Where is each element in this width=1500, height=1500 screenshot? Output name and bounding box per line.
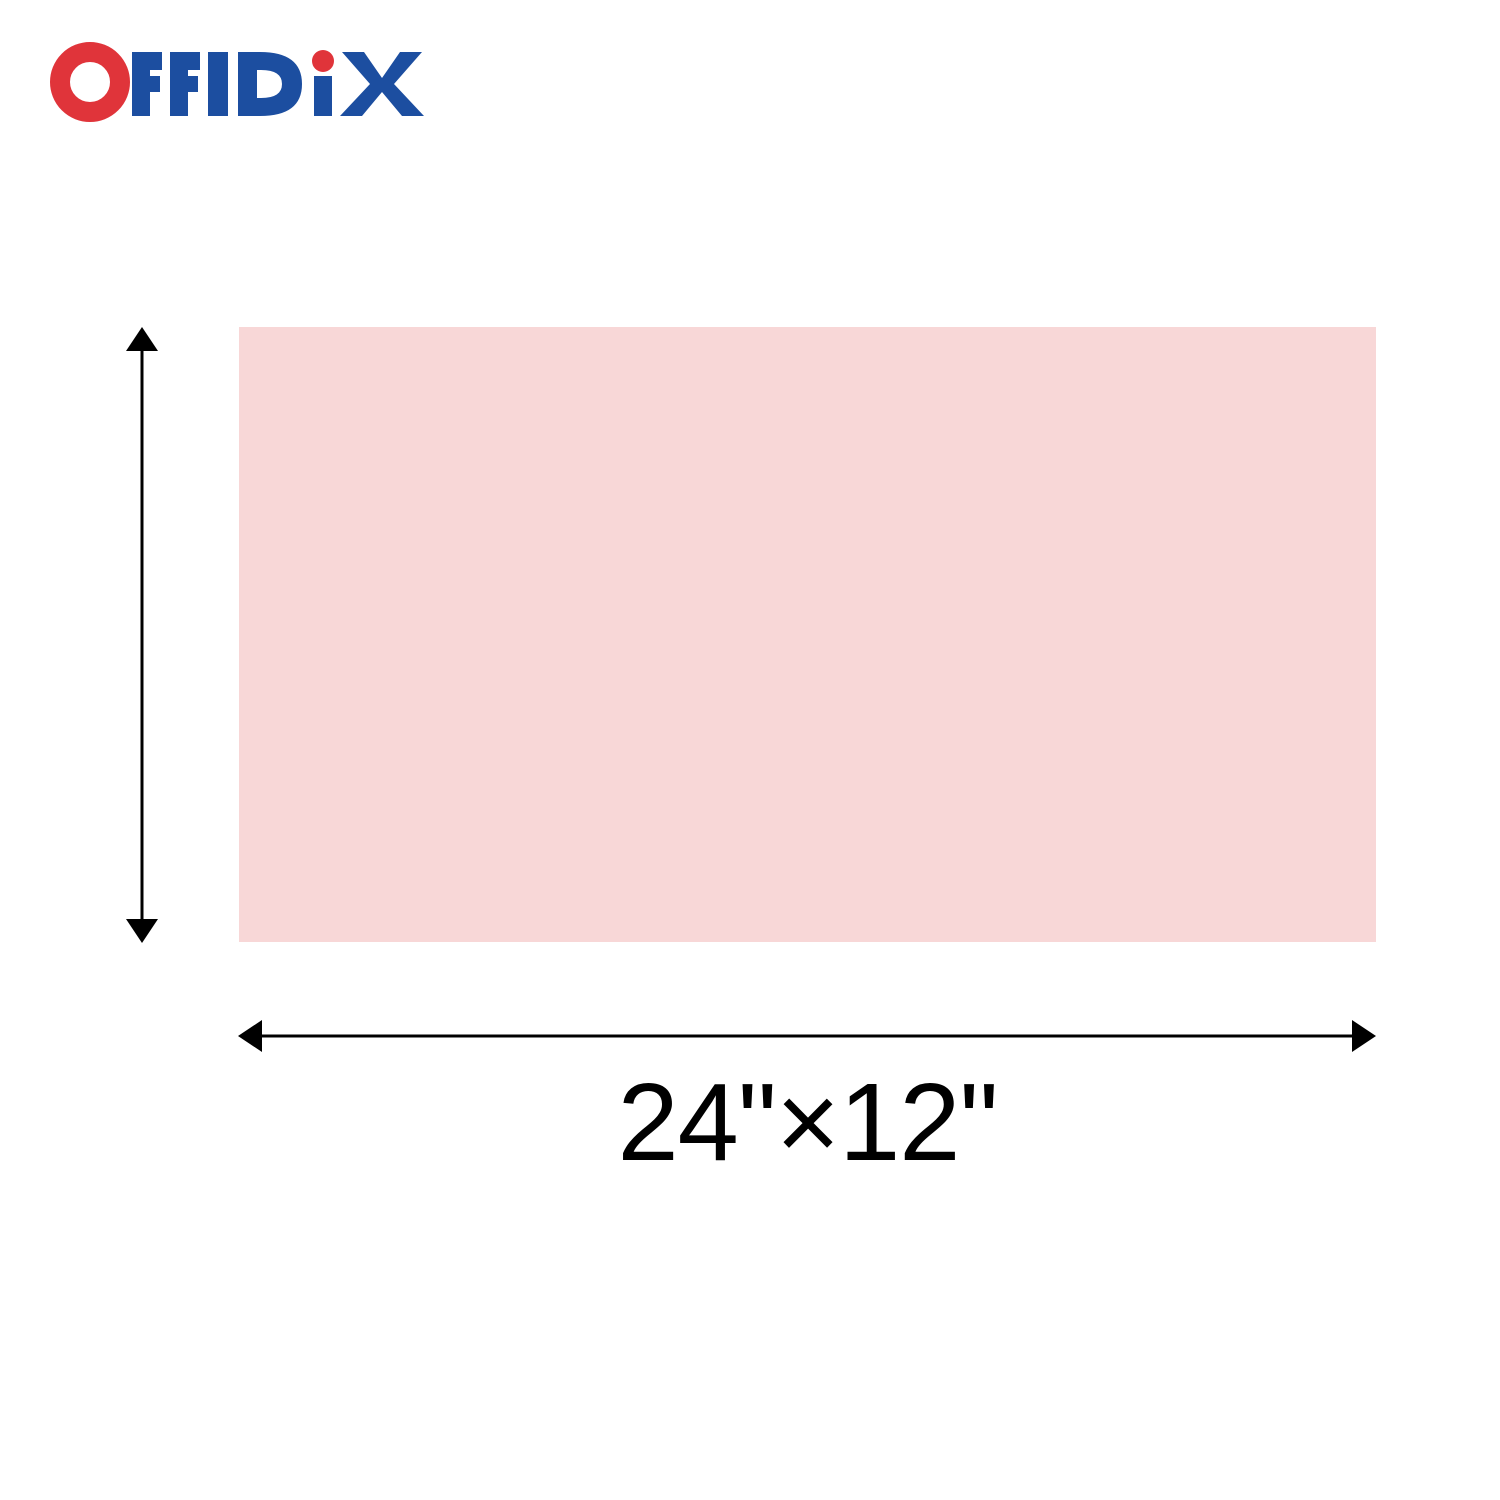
pink-panel [239,327,1376,942]
dimension-label: 24"×12" [617,1061,998,1184]
width-dimension-arrow [236,1015,1378,1057]
offidix-logo-graphic [50,42,424,122]
double-headed-vertical-arrow-icon [126,327,158,943]
height-dimension-arrow [120,325,165,945]
brand-logo [50,40,430,125]
double-headed-horizontal-arrow-icon [238,1020,1376,1052]
